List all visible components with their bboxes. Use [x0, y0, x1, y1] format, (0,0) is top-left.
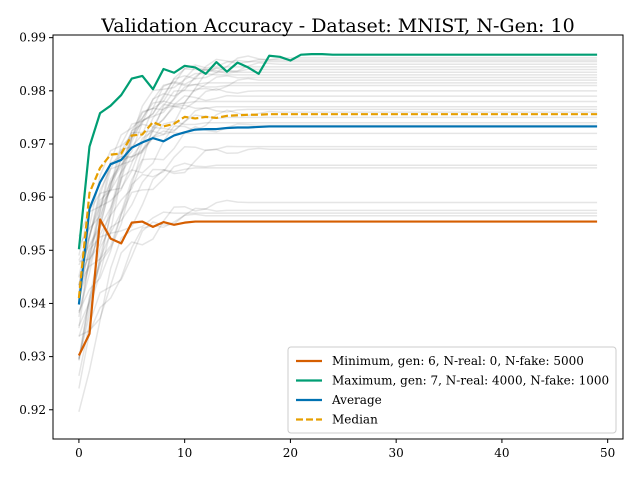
- background-run-line: [78, 207, 598, 376]
- y-tick-label: 0.92: [19, 403, 46, 417]
- x-tick-label: 20: [283, 446, 298, 460]
- background-run-line: [78, 59, 598, 295]
- legend-label: Median: [332, 413, 378, 427]
- background-run-line: [78, 55, 598, 256]
- y-tick-label: 0.96: [19, 190, 46, 204]
- background-run-line: [78, 83, 598, 317]
- chart-title: Validation Accuracy - Dataset: MNIST, N-…: [100, 15, 574, 37]
- legend: Minimum, gen: 6, N-real: 0, N-fake: 5000…: [287, 346, 617, 434]
- series-lines: [77, 53, 598, 357]
- background-run-line: [78, 58, 598, 278]
- background-run-line: [78, 62, 598, 359]
- legend-box: [287, 346, 617, 434]
- x-tick-label: 30: [389, 446, 404, 460]
- background-run-line: [78, 106, 598, 286]
- y-tick-label: 0.98: [19, 84, 46, 98]
- background-run-line: [78, 199, 598, 337]
- x-tick-label: 10: [177, 446, 192, 460]
- background-run-line: [78, 130, 598, 314]
- y-tick-label: 0.97: [19, 137, 46, 151]
- y-tick-label: 0.99: [19, 31, 46, 45]
- series-line-median: [77, 113, 598, 299]
- background-run-line: [78, 77, 598, 361]
- background-run-line: [78, 211, 598, 412]
- x-axis: 0 10 20 30 40 50: [75, 439, 615, 460]
- y-tick-label: 0.94: [19, 296, 46, 310]
- background-run-line: [78, 114, 598, 288]
- background-run-line: [78, 68, 598, 285]
- background-run-line: [78, 104, 598, 246]
- x-tick-label: 0: [75, 446, 83, 460]
- background-run-line: [78, 88, 598, 261]
- series-line-minimum: [77, 218, 598, 357]
- legend-label: Average: [331, 393, 382, 407]
- y-tick-label: 0.93: [19, 350, 46, 364]
- series-line-maximum: [77, 53, 598, 250]
- background-run-line: [78, 147, 598, 337]
- background-run-line: [78, 75, 598, 327]
- background-run-line: [78, 72, 598, 329]
- background-run-line: [78, 162, 598, 312]
- x-tick-label: 40: [494, 446, 509, 460]
- legend-label: Minimum, gen: 6, N-real: 0, N-fake: 5000: [332, 354, 584, 368]
- background-run-line: [78, 66, 598, 361]
- background-run-line: [78, 145, 598, 298]
- background-run-line: [78, 94, 598, 237]
- background-run-line: [78, 100, 598, 277]
- background-run-line: [78, 109, 598, 263]
- background-run-line: [78, 167, 598, 359]
- series-line-average: [77, 125, 598, 305]
- background-run-line: [78, 120, 598, 286]
- plot-frame: [52, 34, 624, 440]
- y-axis: 0.92 0.93 0.94 0.95 0.96 0.97 0.98 0.99: [19, 31, 53, 417]
- legend-label: Maximum, gen: 7, N-real: 4000, N-fake: 1…: [332, 374, 609, 388]
- x-tick-label: 50: [600, 446, 615, 460]
- background-run-line: [78, 213, 598, 389]
- y-tick-label: 0.95: [19, 243, 46, 257]
- background-run-line: [78, 82, 598, 296]
- background-run-line: [78, 70, 598, 266]
